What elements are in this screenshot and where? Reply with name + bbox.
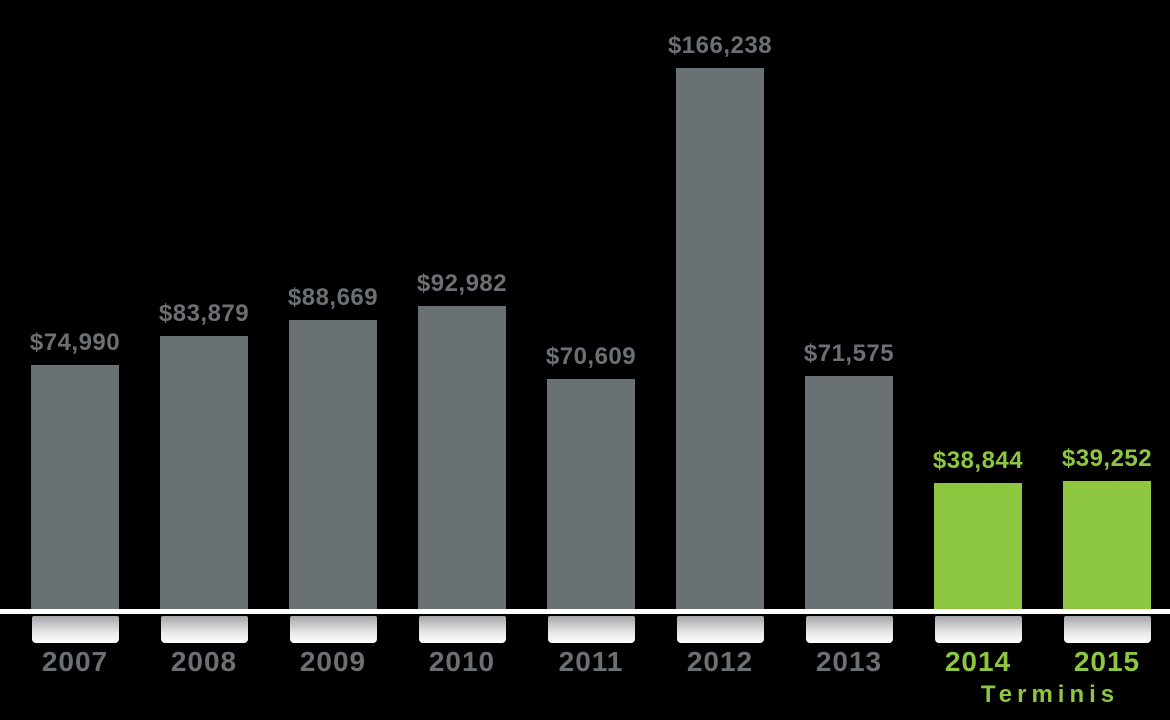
bar-value-label: $92,982 [416, 270, 508, 297]
bar-reflection-pedestal [548, 616, 635, 643]
bar-column-2010: $92,982 2010 [416, 0, 508, 720]
bar-column-2009: $88,669 2009 [287, 0, 379, 720]
year-label: 2013 [815, 646, 883, 677]
bar-reflection-pedestal [935, 616, 1022, 643]
year-label: 2015 [1073, 646, 1141, 677]
bar-column-2011: $70,609 2011 [545, 0, 637, 720]
bar [676, 68, 764, 609]
bar-value-label: $38,844 [932, 447, 1024, 474]
bar [1063, 481, 1151, 609]
year-label: 2009 [299, 646, 367, 677]
bar-column-2013: $71,575 2013 [803, 0, 895, 720]
bar [31, 365, 119, 609]
brand-label: Terminis [980, 681, 1120, 708]
bar-value-label: $70,609 [545, 343, 637, 370]
bar [160, 336, 248, 609]
year-label: 2011 [558, 646, 624, 677]
bar-reflection-pedestal [32, 616, 119, 643]
bar [805, 376, 893, 609]
bar-column-2014: $38,844 2014 [932, 0, 1024, 720]
bar-reflection-pedestal [290, 616, 377, 643]
bar-value-label: $166,238 [667, 32, 773, 59]
year-label: 2010 [428, 646, 496, 677]
bar-reflection-pedestal [806, 616, 893, 643]
bar [289, 320, 377, 609]
bar [418, 306, 506, 609]
bar-value-label: $71,575 [803, 340, 895, 367]
bar-column-2012: $166,238 2012 [668, 0, 772, 720]
bar-reflection-pedestal [161, 616, 248, 643]
chart-baseline [0, 609, 1170, 614]
bar-value-label: $74,990 [29, 329, 121, 356]
bar-reflection-pedestal [1064, 616, 1151, 643]
bar-column-2007: $74,990 2007 [29, 0, 121, 720]
bar [934, 483, 1022, 609]
bar-value-label: $39,252 [1061, 445, 1153, 472]
bar-value-label: $83,879 [158, 300, 250, 327]
year-label: 2014 [944, 646, 1012, 677]
bar [547, 379, 635, 609]
year-label: 2007 [41, 646, 109, 677]
bar-column-2008: $83,879 2008 [158, 0, 250, 720]
year-label: 2012 [686, 646, 754, 677]
bar-reflection-pedestal [419, 616, 506, 643]
year-label: 2008 [170, 646, 238, 677]
bar-column-2015: $39,252 2015 [1061, 0, 1153, 720]
bar-reflection-pedestal [677, 616, 764, 643]
bar-value-label: $88,669 [287, 284, 379, 311]
